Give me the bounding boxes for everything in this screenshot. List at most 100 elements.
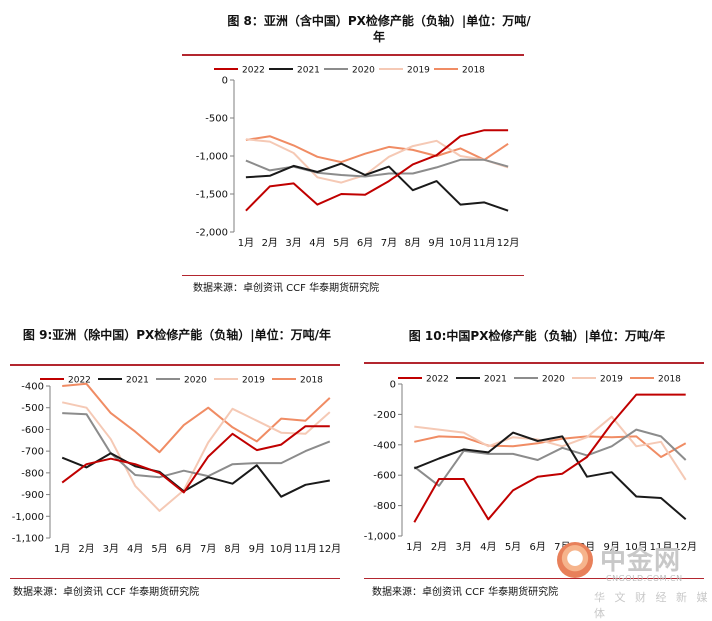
chart9-plot: 2022 2021 2020 2019 2018 -400 -500 -600 -700 -800… <box>12 376 341 556</box>
x-tick-label: 3月 <box>285 237 301 249</box>
x-tick-label: 9月 <box>603 541 619 553</box>
chart9-source-rule <box>10 578 340 579</box>
y-tick-label: -1,500 <box>196 190 228 201</box>
y-tick-label: -600 <box>373 471 396 482</box>
x-tick-label: 7月 <box>381 237 397 249</box>
series-line-2019 <box>61 401 331 512</box>
watermark-brand: 中金网 <box>600 546 682 576</box>
legend-label-2020: 2020 <box>542 375 565 385</box>
series-line-2018 <box>414 435 687 458</box>
x-tick-label: 6月 <box>529 541 545 553</box>
x-tick-label: 11月 <box>650 541 673 553</box>
chart8-title: 图 8：亚洲（含中国）PX检修产能（负轴）|单位：万吨/年 <box>227 14 531 44</box>
x-tick-label: 10月 <box>625 541 648 553</box>
x-tick-label: 2月 <box>431 541 447 553</box>
x-tick-label: 10月 <box>449 237 472 249</box>
y-tick-label: -1,000 <box>364 532 396 543</box>
x-tick-label: 11月 <box>294 543 317 555</box>
chart8-source: 数据来源：卓创资讯 CCF 华泰期货研究院 <box>193 283 380 294</box>
legend-label-2021: 2021 <box>484 375 507 385</box>
x-tick-label: 4月 <box>127 543 143 555</box>
x-tick-label: 4月 <box>480 541 496 553</box>
x-tick-label: 11月 <box>473 237 496 249</box>
chart9-title-rule <box>10 364 340 366</box>
y-tick-label: -500 <box>21 403 44 414</box>
chart10-title: 图 10:中国PX检修产能（负轴）|单位：万吨/年 <box>408 329 666 343</box>
x-tick-label: 7月 <box>200 543 216 555</box>
y-tick-label: -600 <box>21 425 44 436</box>
y-tick-label: -800 <box>21 468 44 479</box>
chart8-title-rule <box>182 54 524 56</box>
x-tick-label: 10月 <box>270 543 293 555</box>
chart10-plot: 2022 2021 2020 2019 2018 0 -200 -400 -600 -800 -1,… <box>364 375 697 554</box>
legend-label-2018: 2018 <box>300 376 323 386</box>
series-line-2019 <box>245 138 509 184</box>
x-tick-label: 6月 <box>357 237 373 249</box>
legend-label-2018: 2018 <box>658 375 681 385</box>
series-line-2020 <box>245 158 509 178</box>
watermark-tagline: 华 文 财 经 新 媒 体 <box>594 591 711 620</box>
y-tick-label: -700 <box>21 447 44 458</box>
x-tick-label: 5月 <box>333 237 349 249</box>
x-tick-label: 1月 <box>406 541 422 553</box>
series-line-2021 <box>61 452 330 498</box>
series-line-2022 <box>413 393 686 523</box>
y-tick-label: -400 <box>373 440 396 451</box>
x-tick-label: 3月 <box>103 543 119 555</box>
x-tick-label: 5月 <box>151 543 167 555</box>
x-tick-label: 6月 <box>176 543 192 555</box>
y-tick-label: -200 <box>373 410 396 421</box>
x-tick-label: 5月 <box>505 541 521 553</box>
series-line-2018 <box>245 135 509 164</box>
x-tick-label: 1月 <box>54 543 70 555</box>
y-tick-label: 0 <box>390 380 396 391</box>
y-tick-label: -900 <box>21 490 44 501</box>
x-tick-label: 8月 <box>405 237 421 249</box>
y-tick-label: -400 <box>21 382 44 393</box>
legend-label-2022: 2022 <box>242 66 265 76</box>
legend-label-2022: 2022 <box>68 376 91 386</box>
x-tick-label: 2月 <box>78 543 94 555</box>
x-tick-label: 4月 <box>309 237 325 249</box>
series-line-2021 <box>245 162 509 212</box>
y-tick-label: -500 <box>205 114 228 125</box>
series-line-2018 <box>62 382 331 454</box>
x-tick-label: 3月 <box>455 541 471 553</box>
series-line-2022 <box>61 425 330 494</box>
y-tick-label: -1,000 <box>196 152 228 163</box>
y-tick-label: -1,100 <box>12 534 44 545</box>
x-tick-label: 8月 <box>224 543 240 555</box>
y-tick-label: -2,000 <box>196 228 228 239</box>
watermark-url: CNGOLD.COM.CN <box>606 574 683 583</box>
chart10-source: 数据来源：卓创资讯 CCF 华泰期货研究院 <box>372 587 559 598</box>
y-tick-label: 0 <box>222 76 228 87</box>
legend-label-2022: 2022 <box>426 375 449 385</box>
x-tick-label: 12月 <box>497 237 520 249</box>
chart8-source-rule <box>182 275 524 276</box>
legend-label-2021: 2021 <box>297 66 320 76</box>
series-line-2019 <box>414 415 687 481</box>
legend-label-2021: 2021 <box>126 376 149 386</box>
x-tick-label: 9月 <box>428 237 444 249</box>
y-tick-label: -800 <box>373 501 396 512</box>
chart9-title: 图 9:亚洲（除中国）PX检修产能（负轴）|单位：万吨/年 <box>22 328 332 342</box>
x-tick-label: 12月 <box>674 541 697 553</box>
chart10-source-rule <box>364 578 704 579</box>
legend-label-2020: 2020 <box>184 376 207 386</box>
series-line-2020 <box>413 428 687 487</box>
x-tick-label: 1月 <box>238 237 254 249</box>
x-tick-label: 2月 <box>262 237 278 249</box>
legend-label-2019: 2019 <box>242 376 265 386</box>
x-tick-label: 9月 <box>249 543 265 555</box>
watermark-logo-icon <box>557 542 593 578</box>
legend-label-2019: 2019 <box>600 375 623 385</box>
chart10-title-rule <box>364 362 704 364</box>
x-tick-label: 12月 <box>318 543 341 555</box>
legend-label-2019: 2019 <box>407 66 430 76</box>
legend-label-2020: 2020 <box>352 66 375 76</box>
chart9-source: 数据来源：卓创资讯 CCF 华泰期货研究院 <box>13 587 200 598</box>
series-line-2022 <box>245 129 509 212</box>
y-tick-label: -1,000 <box>12 512 44 523</box>
legend-label-2018: 2018 <box>462 66 485 76</box>
chart8-plot: 2022 2021 2020 2019 2018 0 -500 -1,000 -1,500 -2,… <box>196 66 520 250</box>
